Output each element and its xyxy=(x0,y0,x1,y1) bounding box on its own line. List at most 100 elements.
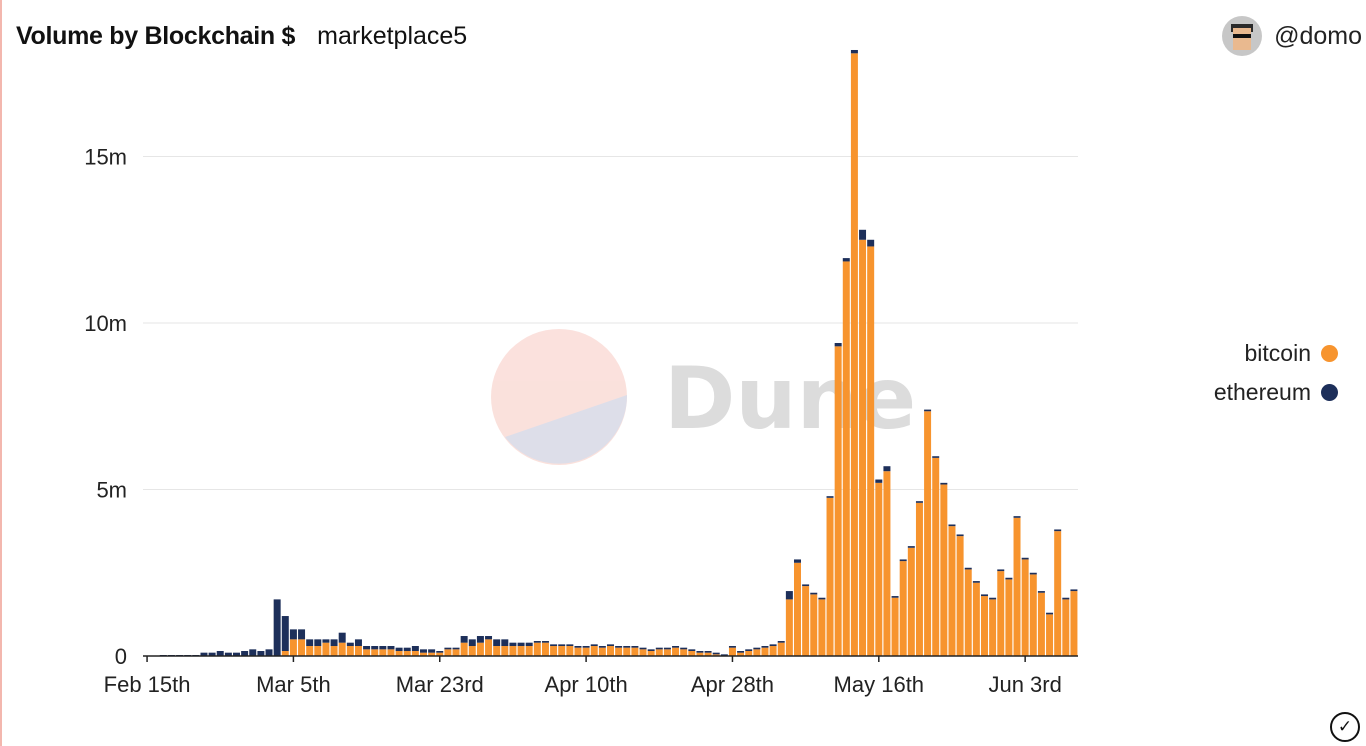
bar-bitcoin xyxy=(655,649,663,656)
bar-ethereum xyxy=(802,584,810,587)
bar-ethereum xyxy=(794,559,801,563)
bar-bitcoin xyxy=(379,649,387,656)
bar-bitcoin xyxy=(899,561,907,656)
bar-bitcoin xyxy=(924,411,932,656)
bar-ethereum xyxy=(932,456,940,458)
user-badge[interactable]: @domo xyxy=(1222,14,1362,58)
bar-ethereum xyxy=(338,632,346,643)
bar-ethereum xyxy=(460,636,468,643)
bar-bitcoin xyxy=(428,652,436,656)
bar-ethereum xyxy=(688,649,696,651)
bar-bitcoin xyxy=(680,649,688,656)
bar-bitcoin xyxy=(989,599,997,656)
bar-bitcoin xyxy=(590,646,598,656)
bar-ethereum xyxy=(704,651,712,653)
bar-bitcoin xyxy=(842,261,850,656)
bar-bitcoin xyxy=(403,651,411,656)
bar-ethereum xyxy=(420,649,427,653)
bar-bitcoin xyxy=(420,652,427,656)
bar-ethereum xyxy=(354,639,362,647)
bar-ethereum xyxy=(607,644,614,647)
bar-ethereum xyxy=(257,651,265,656)
bar-bitcoin xyxy=(550,646,558,656)
bar-bitcoin xyxy=(493,646,501,656)
bar-ethereum xyxy=(241,651,249,656)
bar-ethereum xyxy=(842,258,850,262)
bar-bitcoin xyxy=(1013,517,1021,656)
bar-bitcoin xyxy=(753,649,761,656)
check-icon[interactable]: ✓ xyxy=(1330,712,1360,742)
bar-ethereum xyxy=(826,496,834,498)
bar-ethereum xyxy=(598,646,606,648)
bar-ethereum xyxy=(623,646,631,648)
bar-bitcoin xyxy=(834,346,842,656)
bar-ethereum xyxy=(769,644,777,647)
legend-dot-ethereum xyxy=(1321,384,1338,401)
bar-ethereum xyxy=(436,651,444,653)
bar-bitcoin xyxy=(761,647,769,656)
bar-bitcoin xyxy=(354,646,362,656)
bar-bitcoin xyxy=(322,642,330,656)
bar-ethereum xyxy=(915,501,923,503)
bar-bitcoin xyxy=(623,647,631,656)
bar-ethereum xyxy=(411,646,419,651)
x-tick-label: Mar 5th xyxy=(256,672,331,697)
bar-bitcoin xyxy=(883,471,891,656)
bar-bitcoin xyxy=(647,651,655,656)
bar-ethereum xyxy=(1021,557,1029,560)
x-tick-label: May 16th xyxy=(834,672,925,697)
grid-lines xyxy=(143,156,1078,491)
bar-bitcoin xyxy=(972,582,980,656)
bar-ethereum xyxy=(1054,529,1062,532)
bar-bitcoin xyxy=(712,654,720,656)
bar-bitcoin xyxy=(810,594,818,656)
bar-bitcoin xyxy=(387,649,395,656)
bar-bitcoin xyxy=(533,642,541,656)
bar-bitcoin xyxy=(436,652,444,656)
legend-item-bitcoin[interactable]: bitcoin xyxy=(1245,340,1338,367)
bar-bitcoin xyxy=(582,647,590,656)
user-handle[interactable]: @domo xyxy=(1274,21,1362,50)
bar-bitcoin xyxy=(452,649,460,656)
bar-bitcoin xyxy=(1021,559,1029,656)
bar-bitcoin xyxy=(517,646,525,656)
bar-ethereum xyxy=(314,639,322,647)
bar-ethereum xyxy=(566,644,574,647)
bar-ethereum xyxy=(810,592,818,595)
bar-ethereum xyxy=(395,647,403,652)
bar-ethereum xyxy=(509,642,517,647)
bar-bitcoin xyxy=(607,646,614,656)
y-tick-label: 5m xyxy=(96,478,127,503)
bar-ethereum xyxy=(737,651,745,653)
bar-bitcoin xyxy=(395,651,403,656)
bar-ethereum xyxy=(224,652,232,656)
bar-ethereum xyxy=(468,639,476,647)
bar-bitcoin xyxy=(411,651,419,656)
bar-ethereum xyxy=(558,644,566,647)
bar-bitcoin xyxy=(566,646,574,656)
legend-item-ethereum[interactable]: ethereum xyxy=(1214,379,1338,406)
bar-bitcoin xyxy=(525,646,533,656)
x-tick-label: Apr 10th xyxy=(545,672,628,697)
bar-ethereum xyxy=(476,636,484,643)
pixel-avatar-icon[interactable] xyxy=(1222,16,1263,56)
y-tick-label: 0 xyxy=(115,644,127,669)
bar-bitcoin xyxy=(1070,591,1078,656)
x-tick-label: Feb 15th xyxy=(104,672,191,697)
bar-ethereum xyxy=(1070,589,1078,592)
bar-ethereum xyxy=(696,651,704,653)
bar-bitcoin xyxy=(1046,614,1054,656)
bar-bitcoin xyxy=(476,642,484,656)
bar-ethereum xyxy=(875,479,883,483)
bar-ethereum xyxy=(997,569,1005,572)
bar-ethereum xyxy=(281,616,289,651)
bar-ethereum xyxy=(631,646,639,648)
bar-ethereum xyxy=(728,646,736,648)
bar-ethereum xyxy=(948,524,956,527)
bar-bitcoin xyxy=(1054,531,1062,656)
bar-ethereum xyxy=(859,229,867,240)
bar-ethereum xyxy=(745,649,753,651)
bar-ethereum xyxy=(379,646,387,650)
bar-ethereum xyxy=(525,642,533,647)
